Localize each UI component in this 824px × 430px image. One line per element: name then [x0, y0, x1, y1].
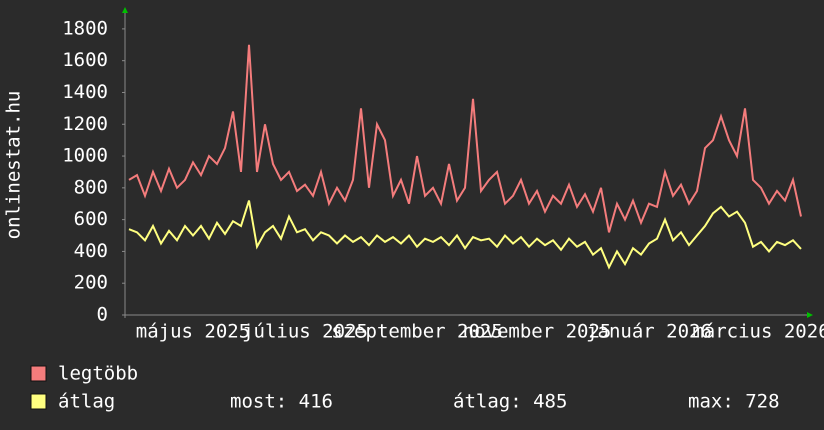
- axis-arrow: [122, 7, 128, 13]
- series-line: [128, 44, 802, 233]
- series-line: [128, 200, 802, 270]
- y-tick-label: 400: [74, 240, 108, 262]
- legend-swatch: [30, 393, 47, 410]
- y-tick-label: 1600: [62, 49, 108, 71]
- y-tick-label: 600: [74, 208, 108, 230]
- y-tick-label: 0: [97, 304, 108, 326]
- x-tick-label: szeptember 2025: [331, 321, 503, 343]
- x-tick-label: július 2025: [242, 321, 368, 343]
- axis-arrow: [807, 312, 813, 318]
- x-tick-label: március 2026: [692, 321, 824, 343]
- y-tick-label: 1800: [62, 17, 108, 39]
- legend-label: átlag: [58, 391, 115, 413]
- stat: max: 728: [688, 391, 780, 413]
- y-axis-label: onlinestat.hu: [3, 91, 25, 240]
- x-tick-label: január 2026: [586, 321, 712, 343]
- stat: átlag: 485: [453, 391, 567, 413]
- y-tick-label: 1200: [62, 113, 108, 135]
- legend-swatch: [30, 365, 47, 382]
- y-tick-label: 1000: [62, 145, 108, 167]
- y-tick-label: 1400: [62, 81, 108, 103]
- x-tick-label: november 2025: [463, 321, 612, 343]
- legend-label: legtöbb: [58, 363, 138, 385]
- stat: most: 416: [230, 391, 333, 413]
- y-tick-label: 200: [74, 272, 108, 294]
- x-tick-label: május 2025: [136, 321, 250, 343]
- y-tick-label: 800: [74, 176, 108, 198]
